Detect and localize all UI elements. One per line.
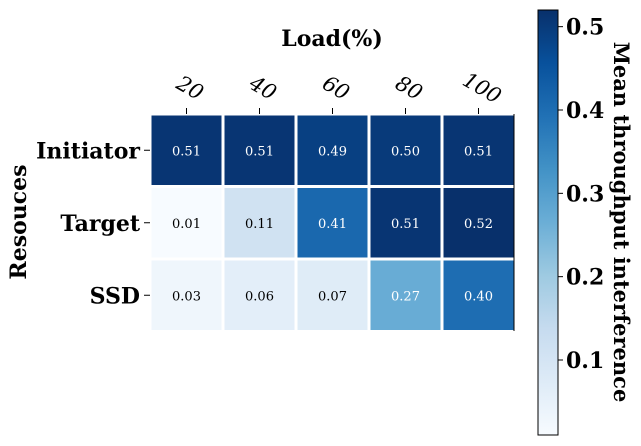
cell-value-label: 0.11 bbox=[245, 217, 274, 232]
heatmap-cell bbox=[297, 115, 368, 185]
cell-value-label: 0.50 bbox=[391, 144, 420, 159]
colorbar-tick-label: 0.5 bbox=[566, 15, 604, 41]
cell-value-label: 0.27 bbox=[391, 289, 420, 304]
y-tick-label: Initiator bbox=[36, 138, 140, 164]
x-axis-label: Load(%) bbox=[281, 26, 383, 52]
x-tick-label: 80 bbox=[391, 71, 426, 105]
y-tick-label: SSD bbox=[90, 283, 140, 309]
cell-value-label: 0.01 bbox=[172, 217, 201, 232]
cell-value-label: 0.51 bbox=[172, 144, 201, 159]
cell-value-label: 0.49 bbox=[318, 144, 347, 159]
cell-value-label: 0.51 bbox=[391, 217, 420, 232]
heatmap-cells bbox=[151, 115, 514, 330]
y-axis-label: Resouces bbox=[6, 164, 32, 279]
x-tick-label: 100 bbox=[459, 68, 506, 109]
heatmap-cell bbox=[224, 188, 295, 258]
x-tick-label: 40 bbox=[245, 70, 281, 105]
colorbar-ticks: 0.1 0.2 0.3 0.4 0.5 bbox=[558, 15, 604, 374]
x-tick-label: 20 bbox=[172, 70, 208, 105]
colorbar-tick-label: 0.4 bbox=[566, 98, 604, 124]
heatmap-cell bbox=[443, 260, 514, 330]
heatmap-cell bbox=[443, 115, 514, 185]
heatmap-cell-labels: 0.51 0.51 0.49 0.50 0.51 0.01 0.11 0.41 0.51 0.52… bbox=[172, 144, 493, 304]
heatmap-cell bbox=[443, 188, 514, 258]
heatmap-cell bbox=[370, 260, 441, 330]
cell-value-label: 0.52 bbox=[464, 217, 493, 232]
cell-value-label: 0.51 bbox=[245, 144, 274, 159]
heatmap-cell bbox=[224, 115, 295, 185]
x-tick-label: 60 bbox=[318, 71, 353, 105]
colorbar-tick-label: 0.2 bbox=[566, 265, 604, 291]
heatmap-cell bbox=[370, 188, 441, 258]
cell-value-label: 0.51 bbox=[464, 144, 493, 159]
x-axis-ticks: 20 40 60 80 100 bbox=[172, 68, 506, 114]
cell-value-label: 0.07 bbox=[318, 289, 347, 304]
colorbar-tick-label: 0.3 bbox=[566, 181, 604, 207]
heatmap-cell bbox=[370, 115, 441, 185]
colorbar-label: Mean throughput interference bbox=[609, 42, 634, 403]
heatmap-cell bbox=[151, 260, 222, 330]
heatmap-cell bbox=[151, 188, 222, 258]
heatmap-cell bbox=[151, 115, 222, 185]
y-axis-ticks: Initiator Target SSD bbox=[36, 138, 150, 309]
cell-value-label: 0.03 bbox=[172, 289, 201, 304]
colorbar-tick-label: 0.1 bbox=[566, 348, 604, 374]
heatmap-cell bbox=[224, 260, 295, 330]
cell-value-label: 0.06 bbox=[245, 289, 274, 304]
y-tick-label: Target bbox=[60, 211, 140, 237]
cell-value-label: 0.40 bbox=[464, 289, 493, 304]
colorbar bbox=[537, 9, 559, 436]
heatmap-cell bbox=[297, 260, 368, 330]
cell-value-label: 0.41 bbox=[318, 217, 347, 232]
heatmap-cell bbox=[297, 188, 368, 258]
